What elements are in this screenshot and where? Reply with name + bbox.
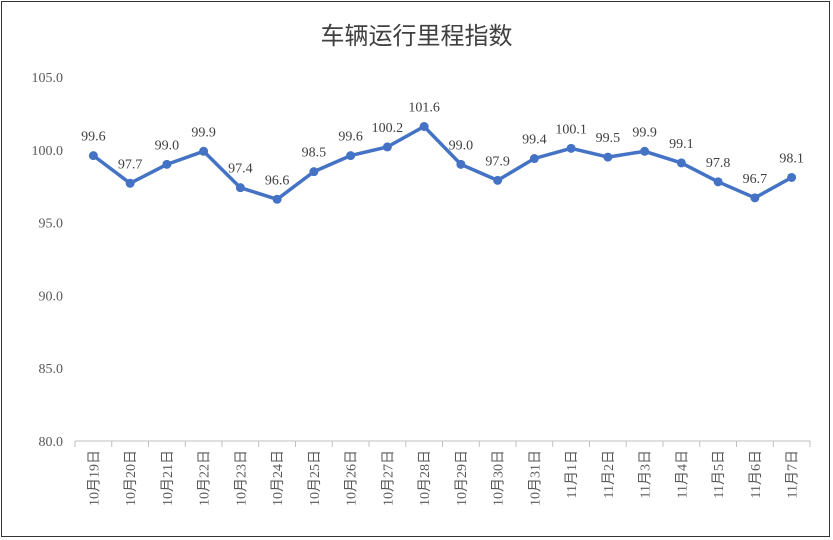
x-tick-label: 11月1日	[564, 450, 580, 498]
data-label: 98.5	[302, 146, 327, 161]
data-label: 99.1	[669, 137, 694, 152]
x-tick-label: 10月25日	[307, 450, 323, 506]
x-tick-label: 10月29日	[454, 450, 470, 506]
x-tick-label: 11月5日	[711, 450, 727, 498]
data-label: 101.6	[408, 101, 440, 116]
data-label: 99.9	[191, 125, 216, 140]
data-point	[566, 143, 576, 153]
chart-title: 车辆运行里程指数	[320, 22, 513, 50]
x-tick-label: 10月21日	[160, 450, 176, 506]
data-point	[456, 159, 466, 169]
data-label: 99.0	[449, 138, 474, 153]
x-tick-label: 10月28日	[417, 450, 433, 506]
data-label: 99.0	[155, 138, 180, 153]
data-label: 99.5	[596, 131, 621, 146]
data-label: 96.7	[743, 172, 768, 187]
data-point	[529, 154, 539, 164]
y-tick-label: 100.0	[32, 144, 64, 159]
data-label: 97.7	[118, 157, 143, 172]
data-point	[235, 183, 245, 193]
data-label: 100.1	[555, 122, 587, 137]
y-tick-label: 95.0	[39, 217, 64, 232]
data-point	[162, 159, 172, 169]
data-point	[493, 175, 503, 185]
x-tick-label: 11月4日	[674, 450, 690, 498]
x-tick-label: 10月19日	[86, 450, 102, 506]
data-label: 98.1	[779, 151, 804, 166]
x-tick-label: 10月30日	[491, 450, 507, 506]
y-tick-label: 80.0	[39, 435, 64, 450]
x-tick-label: 10月31日	[527, 450, 543, 506]
x-tick-label: 10月22日	[197, 450, 213, 506]
data-point	[640, 146, 650, 156]
x-tick-label: 10月23日	[233, 450, 249, 506]
x-tick-label: 10月24日	[270, 450, 286, 506]
x-tick-label: 11月3日	[638, 450, 654, 498]
data-label: 99.6	[81, 130, 106, 145]
x-tick-label: 11月6日	[748, 450, 764, 498]
data-point	[272, 194, 282, 204]
data-point	[125, 178, 135, 188]
x-tick-label: 11月2日	[601, 450, 617, 498]
x-tick-label: 10月26日	[344, 450, 360, 506]
data-point	[676, 158, 686, 168]
data-label: 97.9	[485, 154, 510, 169]
data-point	[713, 177, 723, 187]
data-label: 97.4	[228, 162, 253, 177]
y-tick-label: 105.0	[32, 71, 64, 86]
data-label: 100.2	[372, 121, 404, 136]
data-point	[750, 193, 760, 203]
data-point	[419, 122, 429, 132]
x-tick-label: 10月27日	[380, 450, 396, 506]
data-label: 96.6	[265, 173, 290, 188]
x-tick-label: 10月20日	[123, 450, 139, 506]
data-point	[88, 151, 98, 161]
data-label: 99.9	[632, 125, 657, 140]
data-point	[346, 151, 356, 161]
data-point	[603, 152, 613, 162]
data-label: 99.4	[522, 133, 547, 148]
series-line	[92, 124, 793, 202]
data-label: 97.8	[706, 156, 731, 171]
data-point	[309, 167, 319, 177]
x-tick-label: 11月7日	[785, 450, 801, 498]
data-point	[199, 146, 209, 156]
data-point	[382, 142, 392, 152]
data-point	[787, 172, 797, 182]
data-label: 99.6	[338, 130, 363, 145]
y-tick-label: 85.0	[39, 362, 64, 377]
y-tick-label: 90.0	[39, 289, 64, 304]
